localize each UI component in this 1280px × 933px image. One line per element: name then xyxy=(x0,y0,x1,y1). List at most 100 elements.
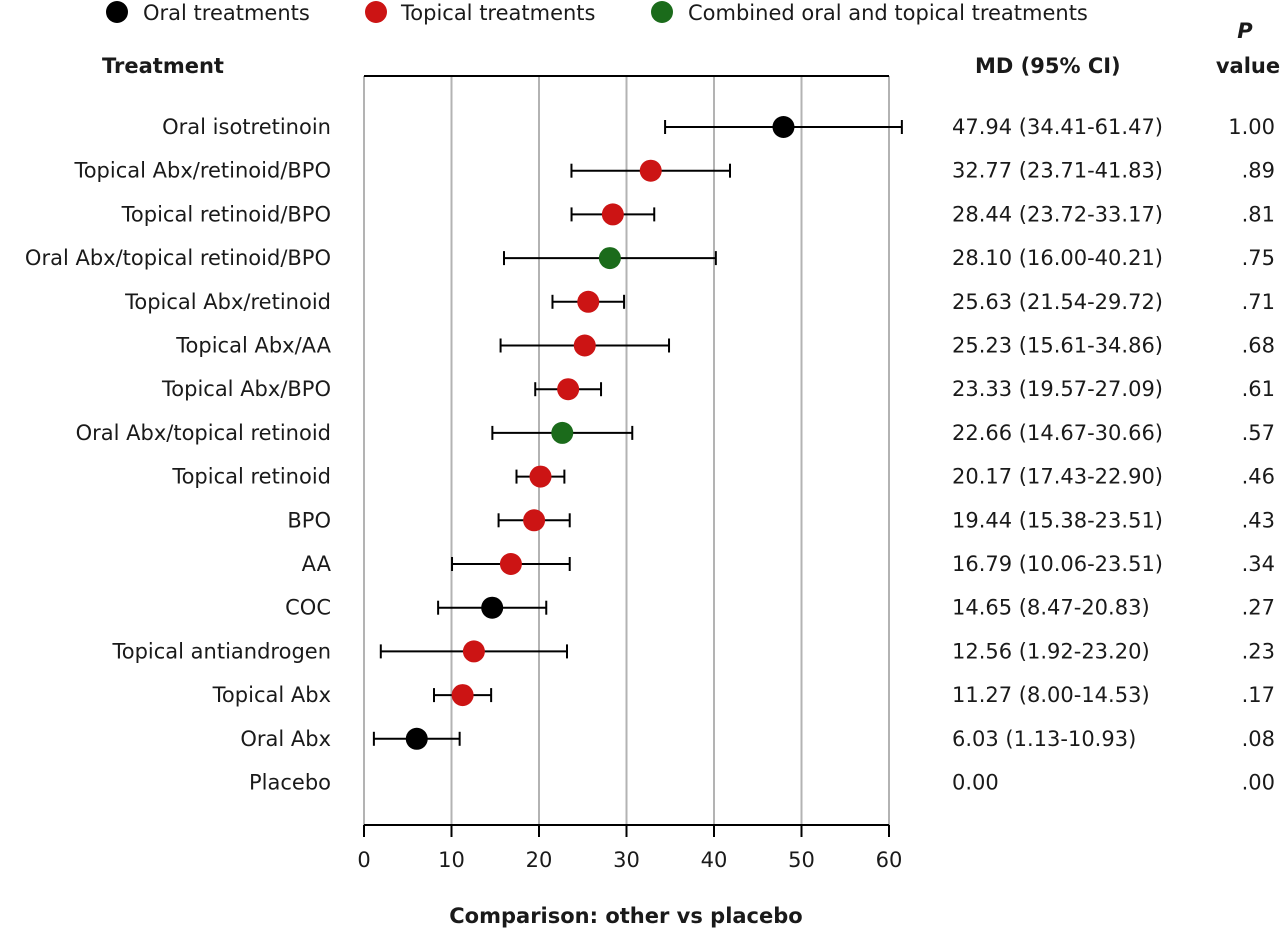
md-value: 0.00 xyxy=(952,771,999,795)
table-row: COC 14.65 (8.47-20.83) .27 xyxy=(285,596,1275,620)
table-row: Topical retinoid 20.17 (17.43-22.90) .46 xyxy=(171,465,1275,489)
treatment-label: Topical Abx/AA xyxy=(175,334,331,358)
md-value: 23.33 (19.57-27.09) xyxy=(952,377,1163,401)
md-value: 25.23 (15.61-34.86) xyxy=(952,334,1163,358)
md-value: 14.65 (8.47-20.83) xyxy=(952,596,1150,620)
legend-marker-combined xyxy=(651,1,673,23)
table-row: Topical Abx/retinoid/BPO 32.77 (23.71-41.… xyxy=(73,159,1275,183)
md-value: 28.44 (23.72-33.17) xyxy=(952,202,1163,226)
treatment-label: Topical Abx/BPO xyxy=(161,377,331,401)
table-row: Topical retinoid/BPO 28.44 (23.72-33.17).… xyxy=(121,202,1275,226)
gridlines xyxy=(363,76,890,825)
md-value: 11.27 (8.00-14.53) xyxy=(952,683,1150,707)
point-estimate xyxy=(598,247,621,270)
md-value: 25.63 (21.54-29.72) xyxy=(952,290,1163,314)
treatment-label: Oral Abx/topical retinoid/BPO xyxy=(25,246,331,270)
point-estimate xyxy=(601,203,624,226)
p-value: .71 xyxy=(1242,290,1275,314)
p-value: .75 xyxy=(1242,246,1275,270)
x-tick-label: 30 xyxy=(613,848,640,872)
p-value: .68 xyxy=(1242,334,1275,358)
treatment-label: Topical antiandrogen xyxy=(111,639,331,663)
p-value: .27 xyxy=(1242,596,1275,620)
p-value: .89 xyxy=(1242,159,1275,183)
p-value: .00 xyxy=(1242,771,1275,795)
point-estimate xyxy=(557,378,580,401)
table-row: Oral Abx/topical retinoid/BPO 28.10 (16.0… xyxy=(25,246,1275,270)
md-value: 12.56 (1.92-23.20) xyxy=(952,639,1150,663)
point-estimate xyxy=(481,596,504,619)
treatment-label: Topical retinoid xyxy=(171,465,331,489)
point-estimate xyxy=(462,640,485,663)
treatment-label: Oral Abx/topical retinoid xyxy=(76,421,331,445)
table-row: Placebo 0.00 .00 xyxy=(249,771,1275,795)
table-row: Topical antiandrogen 12.56 (1.92-23.20) .2… xyxy=(111,639,1275,663)
md-value: 16.79 (10.06-23.51) xyxy=(952,552,1163,576)
p-value: .23 xyxy=(1242,639,1275,663)
md-value: 28.10 (16.00-40.21) xyxy=(952,246,1163,270)
table-row: Oral Abx 6.03 (1.13-10.93) .08 xyxy=(240,727,1275,751)
header-p-italic: P xyxy=(1237,19,1253,43)
p-value: .61 xyxy=(1242,377,1275,401)
treatment-label: Oral Abx xyxy=(240,727,331,751)
p-value: .34 xyxy=(1242,552,1275,576)
header-md: MD (95% CI) xyxy=(975,54,1121,78)
rows: Oral isotretinoin 47.94 (34.41-61.47) 1.00… xyxy=(25,115,1275,795)
table-row: Oral isotretinoin 47.94 (34.41-61.47) 1.00 xyxy=(162,115,1275,139)
x-tick-label: 20 xyxy=(526,848,553,872)
axes: 0 10 20 30 40 50 60 xyxy=(357,75,903,872)
legend-label-oral: Oral treatments xyxy=(143,1,310,25)
table-row: Topical Abx 11.27 (8.00-14.53) .17 xyxy=(212,683,1275,707)
treatment-label: BPO xyxy=(287,508,331,532)
treatment-label: Topical retinoid/BPO xyxy=(121,202,331,226)
md-value: 19.44 (15.38-23.51) xyxy=(952,508,1163,532)
point-estimate xyxy=(772,116,795,138)
point-estimate xyxy=(577,290,600,313)
header-treatment: Treatment xyxy=(102,54,224,78)
x-axis-label: Comparison: other vs placebo xyxy=(449,904,802,928)
table-row: Topical Abx/AA 25.23 (15.61-34.86) .68 xyxy=(175,334,1275,358)
md-value: 32.77 (23.71-41.83) xyxy=(952,159,1163,183)
p-value: .08 xyxy=(1242,727,1275,751)
legend-marker-oral xyxy=(106,1,128,23)
x-tick-label: 50 xyxy=(788,848,815,872)
treatment-label: Oral isotretinoin xyxy=(162,115,331,139)
table-row: AA 16.79 (10.06-23.51) .34 xyxy=(302,552,1275,576)
point-estimate xyxy=(573,334,596,357)
p-value: .81 xyxy=(1242,202,1275,226)
md-value: 22.66 (14.67-30.66) xyxy=(952,421,1163,445)
header-p-value: value xyxy=(1216,54,1280,78)
x-tick-label: 60 xyxy=(876,848,903,872)
treatment-label: COC xyxy=(285,596,331,620)
legend-marker-topical xyxy=(365,1,387,23)
md-value: 47.94 (34.41-61.47) xyxy=(952,115,1163,139)
treatment-label: Topical Abx/retinoid/BPO xyxy=(73,159,331,183)
x-tick-label: 40 xyxy=(701,848,728,872)
point-estimate xyxy=(529,465,552,488)
legend: Oral treatments Topical treatments Combi… xyxy=(106,1,1088,25)
table-row: BPO 19.44 (15.38-23.51) .43 xyxy=(287,508,1275,532)
treatment-label: Topical Abx/retinoid xyxy=(124,290,331,314)
table-row: Oral Abx/topical retinoid 22.66 (14.67-30… xyxy=(76,421,1275,445)
point-estimate xyxy=(523,509,546,532)
point-estimate xyxy=(451,684,474,707)
p-value: .46 xyxy=(1242,465,1275,489)
md-value: 6.03 (1.13-10.93) xyxy=(952,727,1136,751)
x-tick-label: 0 xyxy=(357,848,370,872)
point-estimate xyxy=(639,159,662,182)
md-value: 20.17 (17.43-22.90) xyxy=(952,465,1163,489)
legend-label-topical: Topical treatments xyxy=(400,1,596,25)
point-estimate xyxy=(551,421,574,444)
point-estimate xyxy=(499,553,522,575)
table-row: Topical Abx/BPO 23.33 (19.57-27.09) .61 xyxy=(161,377,1275,401)
legend-label-combined: Combined oral and topical treatments xyxy=(688,1,1088,25)
p-value: .57 xyxy=(1242,421,1275,445)
x-tick-label: 10 xyxy=(438,848,465,872)
p-value: .43 xyxy=(1242,508,1275,532)
treatment-label: Topical Abx xyxy=(212,683,331,707)
p-value: .17 xyxy=(1242,683,1275,707)
treatment-label: Placebo xyxy=(249,771,331,795)
p-value: 1.00 xyxy=(1228,115,1275,139)
table-row: Topical Abx/retinoid 25.63 (21.54-29.72).… xyxy=(124,290,1275,314)
